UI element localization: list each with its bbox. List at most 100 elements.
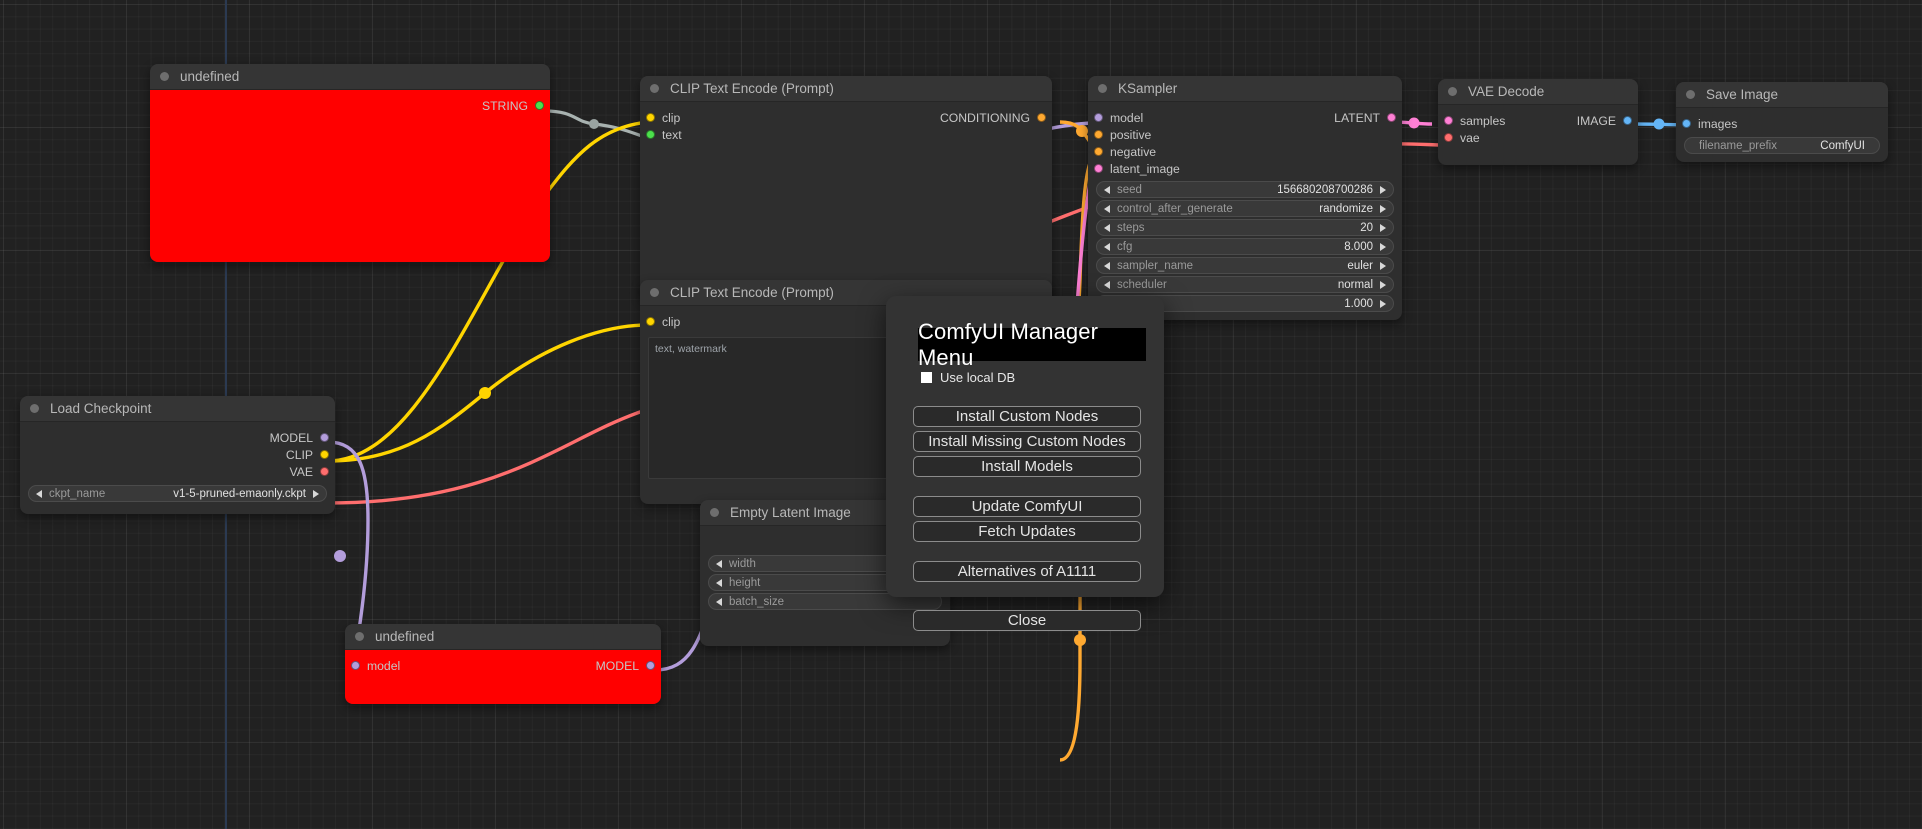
decrement-arrow-icon[interactable] bbox=[716, 597, 722, 606]
input-slot-negative[interactable]: negative bbox=[1088, 143, 1402, 160]
decrement-arrow-icon[interactable] bbox=[1104, 280, 1110, 289]
input-slot-model[interactable]: model bbox=[1088, 109, 1402, 126]
widget-height[interactable]: height bbox=[708, 574, 942, 591]
collapse-dot-icon[interactable] bbox=[650, 288, 659, 297]
widget-seed[interactable]: seed 156680208700286 bbox=[1096, 181, 1394, 198]
widget-batch-size[interactable]: batch_size bbox=[708, 593, 942, 610]
widget-width[interactable]: width bbox=[708, 555, 942, 572]
node-load-checkpoint[interactable]: Load Checkpoint MODEL CLIP VAE ckpt_name… bbox=[20, 396, 335, 514]
decrement-arrow-icon[interactable] bbox=[1104, 261, 1110, 270]
close-button[interactable]: Close bbox=[913, 610, 1141, 631]
fetch-updates-button[interactable]: Fetch Updates bbox=[913, 521, 1141, 542]
install-models-button[interactable]: Install Models bbox=[913, 456, 1141, 477]
input-slot-clip[interactable]: clip bbox=[640, 109, 1052, 126]
input-slot-images[interactable]: images bbox=[1676, 115, 1888, 132]
use-local-db-row[interactable]: Use local DB bbox=[921, 370, 1015, 385]
increment-arrow-icon[interactable] bbox=[1380, 223, 1386, 232]
node-title-bar[interactable]: KSampler bbox=[1088, 76, 1402, 102]
output-pin-image[interactable] bbox=[1623, 116, 1632, 125]
decrement-arrow-icon[interactable] bbox=[716, 578, 722, 587]
increment-arrow-icon[interactable] bbox=[1380, 261, 1386, 270]
widget-steps[interactable]: steps 20 bbox=[1096, 219, 1394, 236]
input-slot-vae[interactable]: vae bbox=[1438, 129, 1638, 146]
output-slot-image[interactable]: IMAGE bbox=[1438, 112, 1638, 129]
collapse-dot-icon[interactable] bbox=[30, 404, 39, 413]
input-pin-images[interactable] bbox=[1682, 119, 1691, 128]
increment-arrow-icon[interactable] bbox=[313, 489, 319, 498]
output-pin-model[interactable] bbox=[320, 433, 329, 442]
output-slot-vae[interactable]: VAE bbox=[20, 463, 335, 480]
collapse-dot-icon[interactable] bbox=[355, 632, 364, 641]
decrement-arrow-icon[interactable] bbox=[36, 489, 42, 498]
collapse-dot-icon[interactable] bbox=[650, 84, 659, 93]
node-title-bar[interactable]: undefined bbox=[345, 624, 661, 650]
collapse-dot-icon[interactable] bbox=[1448, 87, 1457, 96]
node-title-bar[interactable]: Save Image bbox=[1676, 82, 1888, 108]
node-vae-decode[interactable]: VAE Decode samples IMAGE vae bbox=[1438, 79, 1638, 165]
output-slot-model[interactable]: MODEL bbox=[345, 657, 661, 674]
output-pin-conditioning[interactable] bbox=[1037, 113, 1046, 122]
input-pin-samples[interactable] bbox=[1444, 116, 1453, 125]
use-local-db-checkbox[interactable] bbox=[921, 372, 932, 383]
collapse-dot-icon[interactable] bbox=[160, 72, 169, 81]
input-slot-text[interactable]: text bbox=[640, 126, 1052, 143]
output-slot-model[interactable]: MODEL bbox=[20, 429, 335, 446]
input-pin-latent-image[interactable] bbox=[1094, 164, 1103, 173]
decrement-arrow-icon[interactable] bbox=[1104, 204, 1110, 213]
input-pin-clip[interactable] bbox=[646, 317, 655, 326]
input-pin-negative[interactable] bbox=[1094, 147, 1103, 156]
install-missing-custom-nodes-button[interactable]: Install Missing Custom Nodes bbox=[913, 431, 1141, 452]
input-pin-model[interactable] bbox=[351, 661, 360, 670]
install-custom-nodes-button[interactable]: Install Custom Nodes bbox=[913, 406, 1141, 427]
alternatives-of-a1111-button[interactable]: Alternatives of A1111 bbox=[913, 561, 1141, 582]
widget-cfg[interactable]: cfg 8.000 bbox=[1096, 238, 1394, 255]
decrement-arrow-icon[interactable] bbox=[716, 559, 722, 568]
output-slot-conditioning[interactable]: CONDITIONING bbox=[640, 109, 1052, 126]
output-pin-model[interactable] bbox=[646, 661, 655, 670]
node-undefined-string[interactable]: undefined STRING bbox=[150, 64, 550, 262]
node-title-bar[interactable]: undefined bbox=[150, 64, 550, 90]
output-slot-string[interactable]: STRING bbox=[150, 97, 550, 114]
widget-ckpt-name[interactable]: ckpt_name v1-5-pruned-emaonly.ckpt bbox=[28, 485, 327, 502]
decrement-arrow-icon[interactable] bbox=[1104, 185, 1110, 194]
node-empty-latent-image[interactable]: Empty Latent Image width height batch_si… bbox=[700, 500, 950, 646]
widget-filename-prefix[interactable]: filename_prefix ComfyUI bbox=[1684, 137, 1880, 154]
output-pin-latent[interactable] bbox=[1387, 113, 1396, 122]
collapse-dot-icon[interactable] bbox=[710, 508, 719, 517]
output-pin-vae[interactable] bbox=[320, 467, 329, 476]
update-comfyui-button[interactable]: Update ComfyUI bbox=[913, 496, 1141, 517]
input-pin-model[interactable] bbox=[1094, 113, 1103, 122]
node-title-bar[interactable]: CLIP Text Encode (Prompt) bbox=[640, 76, 1052, 102]
input-slot-model[interactable]: model bbox=[345, 657, 661, 674]
widget-control-after-generate[interactable]: control_after_generate randomize bbox=[1096, 200, 1394, 217]
comfyui-manager-dialog[interactable]: ComfyUI Manager Menu Use local DB Instal… bbox=[886, 296, 1164, 631]
widget-scheduler[interactable]: scheduler normal bbox=[1096, 276, 1394, 293]
output-slot-latent[interactable]: LATENT bbox=[1088, 109, 1402, 126]
input-slot-samples[interactable]: samples bbox=[1438, 112, 1638, 129]
increment-arrow-icon[interactable] bbox=[1380, 204, 1386, 213]
input-pin-text[interactable] bbox=[646, 130, 655, 139]
output-pin-clip[interactable] bbox=[320, 450, 329, 459]
node-title-bar[interactable]: Load Checkpoint bbox=[20, 396, 335, 422]
input-slot-clip[interactable]: clip bbox=[640, 313, 1052, 330]
input-pin-positive[interactable] bbox=[1094, 130, 1103, 139]
collapse-dot-icon[interactable] bbox=[1686, 90, 1695, 99]
output-pin-string[interactable] bbox=[535, 101, 544, 110]
increment-arrow-icon[interactable] bbox=[1380, 242, 1386, 251]
input-pin-vae[interactable] bbox=[1444, 133, 1453, 142]
increment-arrow-icon[interactable] bbox=[1380, 185, 1386, 194]
input-slot-positive[interactable]: positive bbox=[1088, 126, 1402, 143]
node-ksampler[interactable]: KSampler model LATENT positive negative … bbox=[1088, 76, 1402, 320]
node-undefined-model[interactable]: undefined model MODEL bbox=[345, 624, 661, 704]
decrement-arrow-icon[interactable] bbox=[1104, 223, 1110, 232]
increment-arrow-icon[interactable] bbox=[1380, 299, 1386, 308]
input-slot-latent-image[interactable]: latent_image bbox=[1088, 160, 1402, 177]
node-clip-text-encode-positive[interactable]: CLIP Text Encode (Prompt) clip CONDITION… bbox=[640, 76, 1052, 298]
output-slot-clip[interactable]: CLIP bbox=[20, 446, 335, 463]
input-pin-clip[interactable] bbox=[646, 113, 655, 122]
widget-sampler-name[interactable]: sampler_name euler bbox=[1096, 257, 1394, 274]
node-title-bar[interactable]: VAE Decode bbox=[1438, 79, 1638, 105]
collapse-dot-icon[interactable] bbox=[1098, 84, 1107, 93]
decrement-arrow-icon[interactable] bbox=[1104, 242, 1110, 251]
increment-arrow-icon[interactable] bbox=[1380, 280, 1386, 289]
